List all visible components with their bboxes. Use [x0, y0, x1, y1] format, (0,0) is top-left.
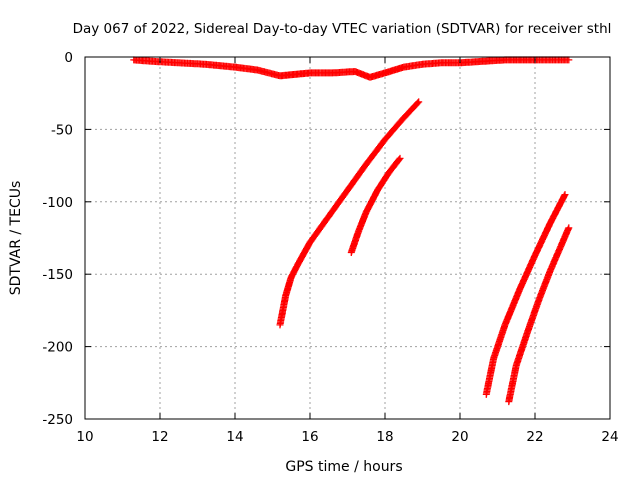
y-tick-label: -100	[42, 195, 73, 211]
x-axis-label: GPS time / hours	[285, 459, 402, 475]
x-tick-label: 16	[301, 429, 318, 445]
data-series	[276, 98, 423, 329]
x-axis: 10 12 14 16 18 20 22 24	[76, 57, 619, 445]
x-tick-label: 12	[151, 429, 168, 445]
grid	[85, 57, 610, 419]
y-tick-label: -150	[42, 267, 73, 283]
y-axis: 0 -50 -100 -150 -200 -250	[42, 50, 610, 428]
series-markers	[276, 98, 423, 329]
y-tick-label: 0	[64, 50, 73, 66]
x-tick-label: 10	[76, 429, 93, 445]
y-tick-label: -250	[42, 412, 73, 428]
x-tick-label: 22	[526, 429, 543, 445]
x-tick-label: 20	[451, 429, 468, 445]
plot-frame	[84, 56, 611, 420]
series-markers	[505, 224, 573, 406]
data-points	[130, 56, 573, 406]
data-series	[347, 154, 404, 256]
series-markers	[482, 191, 569, 398]
y-tick-label: -50	[51, 122, 73, 138]
y-tick-label: -200	[42, 340, 73, 356]
x-tick-label: 14	[226, 429, 243, 445]
data-series	[505, 224, 573, 406]
chart-title: Day 067 of 2022, Sidereal Day-to-day VTE…	[73, 21, 612, 37]
x-tick-label: 24	[601, 429, 618, 445]
data-series	[130, 56, 573, 81]
y-axis-label: SDTVAR / TECUs	[8, 181, 24, 296]
series-markers	[347, 154, 404, 256]
data-series	[482, 191, 569, 398]
x-tick-label: 18	[376, 429, 393, 445]
series-markers	[130, 56, 573, 81]
